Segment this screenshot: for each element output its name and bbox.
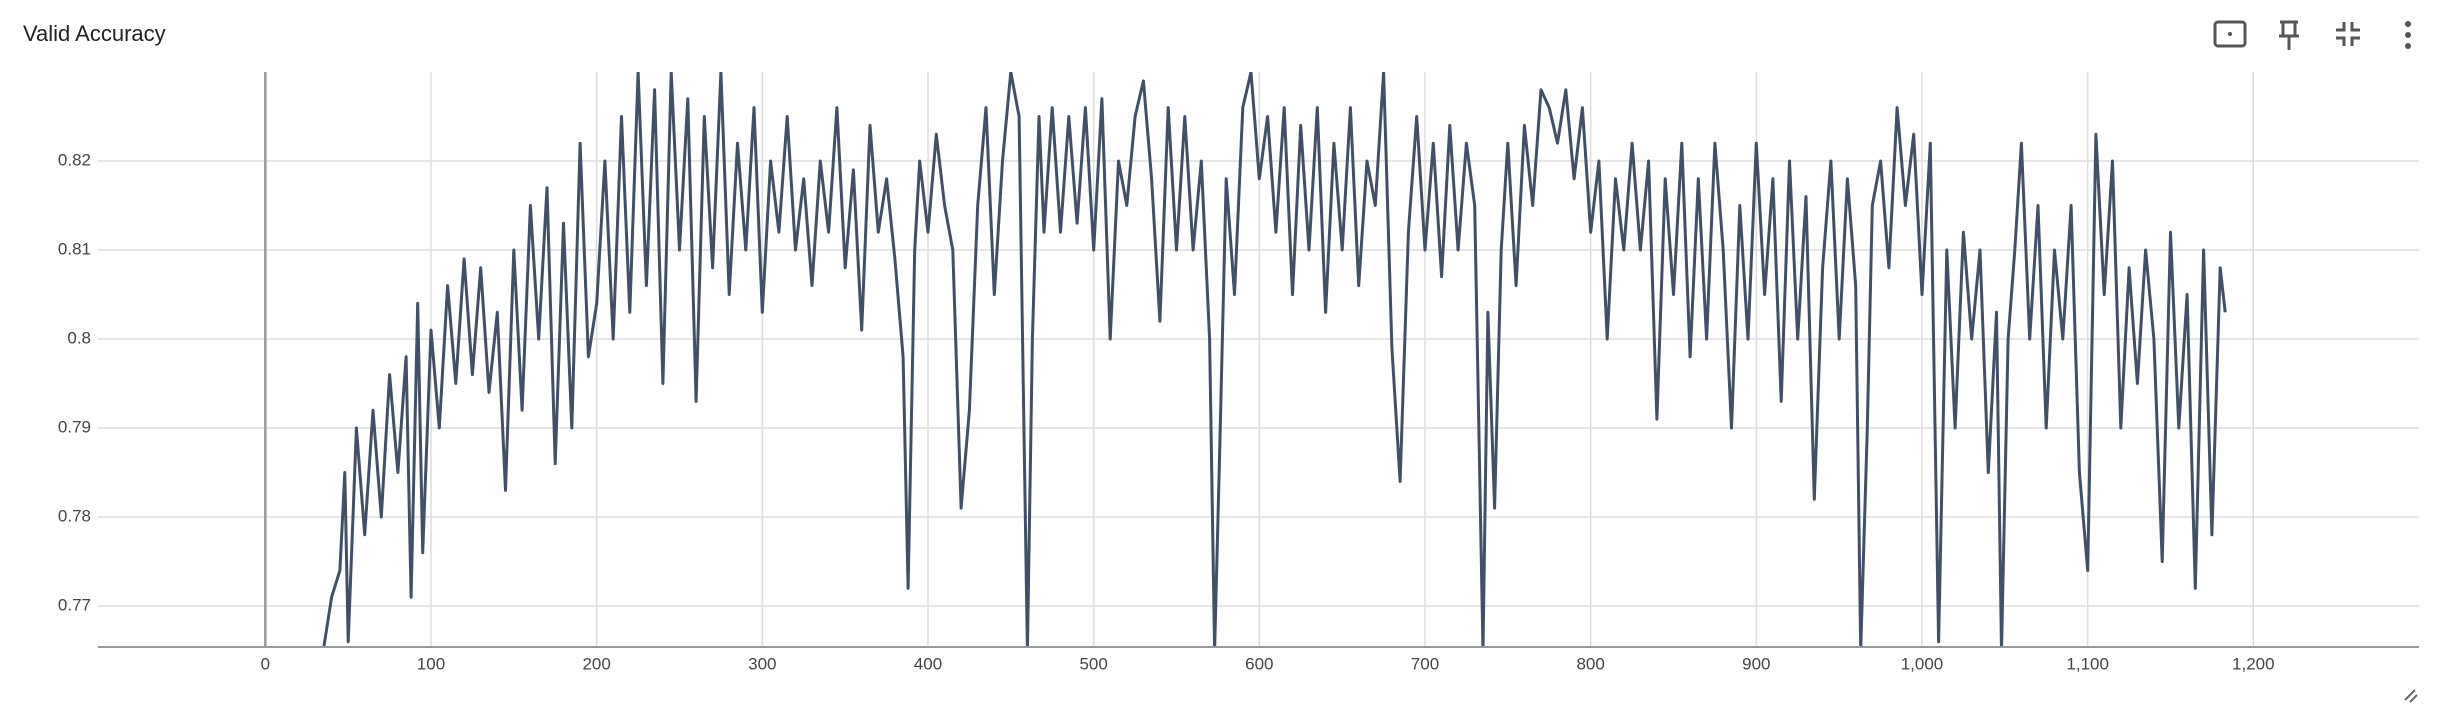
x-tick-label: 1,000 <box>1901 654 1944 673</box>
chart-title: Valid Accuracy <box>23 21 166 46</box>
pin-button[interactable] <box>2279 20 2299 50</box>
y-tick-label: 0.81 <box>58 240 91 259</box>
plot-area <box>322 72 2227 647</box>
data-line <box>322 72 2227 647</box>
fit-domain-button[interactable] <box>2213 20 2247 48</box>
x-tick-label: 1,100 <box>2066 654 2109 673</box>
x-tick-label: 300 <box>748 654 776 673</box>
toolbar <box>2213 20 2411 50</box>
resize-handle[interactable] <box>2404 689 2418 703</box>
x-tick-label: 900 <box>1742 654 1770 673</box>
x-tick-label: 600 <box>1245 654 1273 673</box>
more-menu[interactable] <box>2405 21 2411 49</box>
y-tick-label: 0.8 <box>67 329 91 348</box>
collapse-button[interactable] <box>2336 22 2360 46</box>
x-tick-label: 100 <box>417 654 445 673</box>
y-tick-label: 0.82 <box>58 150 91 169</box>
x-tick-label: 400 <box>914 654 942 673</box>
x-tick-label: 0 <box>261 654 270 673</box>
x-tick-label: 1,200 <box>2232 654 2275 673</box>
x-tick-label: 800 <box>1576 654 1604 673</box>
x-tick-label: 500 <box>1079 654 1107 673</box>
y-tick-label: 0.79 <box>58 418 91 437</box>
y-tick-label: 0.77 <box>58 596 91 615</box>
x-tick-label: 200 <box>582 654 610 673</box>
x-tick-label: 700 <box>1411 654 1439 673</box>
y-tick-label: 0.78 <box>58 507 91 526</box>
